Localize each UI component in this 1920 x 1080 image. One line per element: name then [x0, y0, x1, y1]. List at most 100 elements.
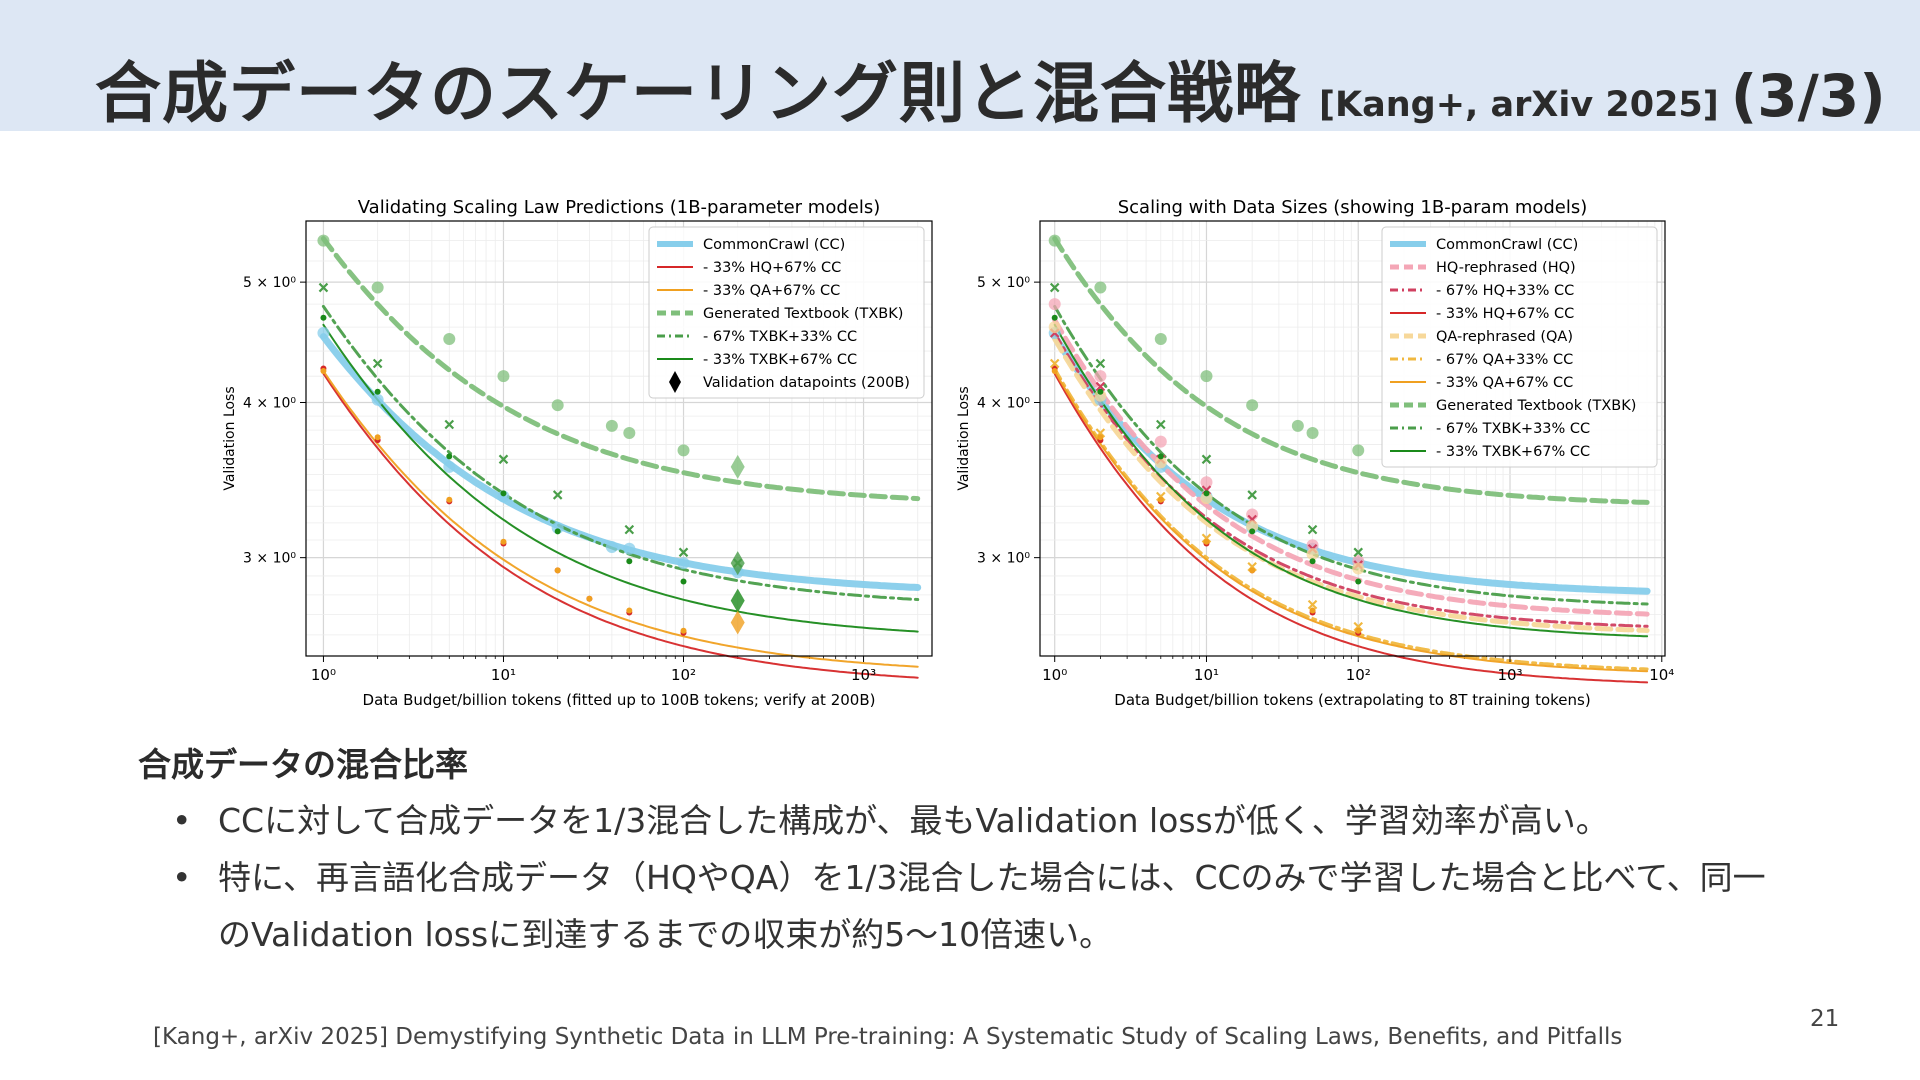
data-point — [677, 444, 690, 457]
data-point — [374, 388, 381, 395]
data-point — [1097, 434, 1104, 441]
data-point — [1352, 562, 1365, 575]
x-tick-label: 10³ — [851, 666, 876, 684]
series-line — [1053, 372, 1649, 684]
y-tick-label: 3 × 10⁰ — [243, 551, 296, 567]
data-point — [1157, 453, 1164, 460]
data-point — [371, 281, 384, 294]
x-tick-label: 10⁰ — [1042, 666, 1067, 684]
x-tick-label: 10³ — [1497, 666, 1522, 684]
data-point — [1049, 282, 1060, 293]
legend-label: QA-rephrased (QA) — [1436, 329, 1573, 345]
validation-point — [730, 551, 745, 576]
series-line — [320, 236, 921, 502]
data-point — [372, 358, 383, 369]
data-point — [1048, 298, 1061, 311]
data-point — [497, 370, 510, 383]
data-point — [1246, 520, 1259, 533]
y-tick-label: 5 × 10⁰ — [243, 275, 296, 291]
series-line — [1053, 370, 1649, 673]
y-tick-label: 4 × 10⁰ — [977, 395, 1030, 411]
legend-label: HQ-rephrased (HQ) — [1436, 260, 1576, 276]
validation-point — [730, 588, 745, 613]
series-line — [1053, 367, 1649, 671]
legend-swatch — [669, 371, 681, 393]
data-point — [1307, 524, 1318, 535]
y-tick-label: 5 × 10⁰ — [977, 275, 1030, 291]
x-tick-label: 10⁴ — [1649, 666, 1674, 684]
data-point — [1157, 496, 1164, 503]
legend-label: - 33% TXBK+67% CC — [703, 352, 857, 368]
data-point — [1094, 281, 1107, 294]
data-point — [1309, 558, 1316, 565]
data-point — [446, 453, 453, 460]
data-point — [624, 524, 635, 535]
data-point — [1200, 476, 1213, 489]
data-point — [1201, 454, 1212, 465]
data-point — [626, 558, 633, 565]
x-tick-label: 10¹ — [491, 666, 516, 684]
legend-label: - 67% QA+33% CC — [1436, 352, 1573, 368]
y-tick-label: 3 × 10⁰ — [977, 551, 1030, 567]
data-point — [1306, 539, 1319, 552]
header-band — [0, 0, 1920, 131]
series-line — [1053, 304, 1649, 606]
data-point — [1352, 444, 1365, 457]
series-line — [322, 372, 919, 679]
data-point — [317, 326, 330, 339]
data-point — [1095, 358, 1106, 369]
data-point — [1306, 427, 1319, 440]
data-point — [605, 540, 618, 553]
data-point — [554, 528, 561, 535]
data-point — [680, 578, 687, 585]
data-point — [1306, 548, 1319, 561]
legend-box — [648, 226, 925, 399]
data-point — [443, 332, 456, 345]
data-point — [1203, 538, 1210, 545]
data-point — [623, 542, 636, 555]
legend-label: - 67% TXBK+33% CC — [1436, 421, 1590, 437]
data-point — [1309, 607, 1316, 614]
x-tick-label: 10⁰ — [311, 666, 336, 684]
citation: [Kang+, arXiv 2025] Demystifying Synthet… — [153, 1024, 1623, 1050]
data-point — [586, 595, 593, 602]
data-point — [1097, 388, 1104, 395]
data-point — [500, 490, 507, 497]
legend-label: - 67% HQ+33% CC — [1436, 283, 1574, 299]
legend: CommonCrawl (CC) - 33% HQ+67% CC - 33% QA+… — [648, 226, 925, 399]
series-line — [319, 333, 922, 591]
y-axis-label: Validation Loss — [222, 386, 238, 490]
data-point — [623, 427, 636, 440]
data-point — [497, 490, 510, 503]
series-line — [1052, 236, 1650, 505]
data-point — [1154, 456, 1167, 469]
x-tick-label: 10² — [671, 666, 696, 684]
data-point — [500, 538, 507, 545]
charts-area: 10⁰ 10¹ 10² 10³ 3 × 10⁰ 4 × 10⁰ 5 × 10⁰ Validat… — [222, 197, 1674, 709]
title-part: (3/3) — [1730, 62, 1886, 130]
data-point — [626, 607, 633, 614]
data-point — [1355, 627, 1362, 634]
data-point — [1247, 490, 1257, 500]
data-point — [1355, 578, 1362, 585]
legend-label: CommonCrawl (CC) — [703, 237, 845, 253]
validation-point — [730, 454, 745, 479]
data-point — [317, 234, 330, 247]
data-point — [554, 567, 561, 574]
bullet-item: • 特に、再言語化合成データ（HQやQA）を1/3混合した場合には、CCのみで学… — [172, 849, 1772, 963]
legend: CommonCrawl (CC) HQ-rephrased (HQ) - 67% H… — [1381, 226, 1658, 468]
x-tick-label: 10² — [1346, 666, 1371, 684]
x-tick-label: 10¹ — [1194, 666, 1219, 684]
series-line — [321, 304, 920, 601]
legend-label: - 33% QA+67% CC — [1436, 375, 1573, 391]
series-line — [322, 370, 919, 668]
legend-label: - 33% QA+67% CC — [703, 283, 840, 299]
legend-box — [1381, 226, 1658, 468]
legend-label: Validation datapoints (200B) — [703, 375, 910, 391]
slide-title: 合成データのスケーリング則と混合戦略 [Kang+, arXiv 2025] (3/… — [95, 40, 1886, 136]
plot-frame — [305, 220, 933, 657]
legend-label: Generated Textbook (TXBK) — [703, 306, 903, 322]
chart-2: 10⁰ 10¹ 10² 10³ 10⁴ 3 × 10⁰ 4 × 10⁰ 5 × 10⁰ Scal… — [956, 197, 1674, 709]
data-point — [1291, 419, 1304, 432]
bullet-text: 特に、再言語化合成データ（HQやQA）を1/3混合した場合には、CCのみで学習し… — [218, 858, 1766, 954]
